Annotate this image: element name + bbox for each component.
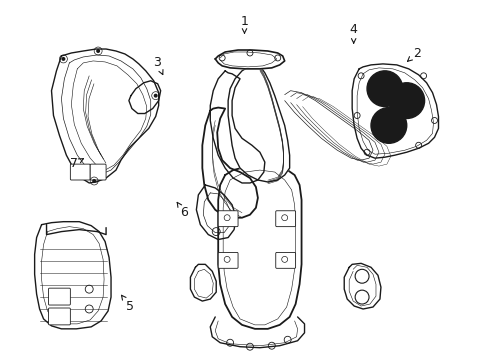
FancyBboxPatch shape bbox=[48, 288, 70, 305]
Circle shape bbox=[61, 57, 65, 61]
FancyBboxPatch shape bbox=[90, 164, 106, 180]
FancyBboxPatch shape bbox=[275, 211, 295, 227]
FancyBboxPatch shape bbox=[70, 164, 90, 180]
Circle shape bbox=[388, 83, 424, 118]
Text: 7: 7 bbox=[70, 157, 83, 170]
Polygon shape bbox=[210, 71, 264, 183]
Polygon shape bbox=[202, 108, 257, 218]
Polygon shape bbox=[218, 165, 301, 329]
Circle shape bbox=[92, 179, 96, 183]
Polygon shape bbox=[196, 185, 236, 239]
Text: 2: 2 bbox=[407, 47, 420, 61]
Text: 5: 5 bbox=[121, 295, 134, 313]
Polygon shape bbox=[51, 49, 158, 183]
Text: 6: 6 bbox=[177, 202, 187, 219]
Polygon shape bbox=[351, 64, 438, 158]
FancyBboxPatch shape bbox=[218, 211, 238, 227]
Circle shape bbox=[370, 108, 406, 143]
Polygon shape bbox=[344, 264, 380, 309]
FancyBboxPatch shape bbox=[48, 308, 70, 325]
Circle shape bbox=[366, 71, 402, 107]
Circle shape bbox=[96, 49, 100, 53]
Polygon shape bbox=[129, 81, 161, 113]
Polygon shape bbox=[190, 264, 216, 301]
FancyBboxPatch shape bbox=[275, 252, 295, 268]
Text: 3: 3 bbox=[153, 55, 163, 75]
FancyBboxPatch shape bbox=[218, 252, 238, 268]
Polygon shape bbox=[215, 50, 284, 69]
Polygon shape bbox=[35, 222, 111, 329]
Circle shape bbox=[153, 94, 157, 98]
Text: 4: 4 bbox=[349, 23, 357, 43]
Polygon shape bbox=[228, 66, 289, 182]
Text: 1: 1 bbox=[240, 14, 248, 33]
